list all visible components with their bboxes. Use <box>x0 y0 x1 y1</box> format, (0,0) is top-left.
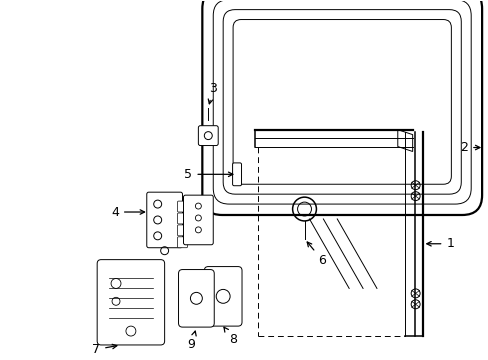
Text: 9: 9 <box>187 331 196 351</box>
FancyBboxPatch shape <box>177 225 187 236</box>
Text: 6: 6 <box>306 242 325 267</box>
Text: 5: 5 <box>184 168 232 181</box>
FancyBboxPatch shape <box>177 201 187 212</box>
Text: 2: 2 <box>459 141 479 154</box>
Text: 3: 3 <box>208 82 217 104</box>
Text: 4: 4 <box>111 206 144 219</box>
FancyBboxPatch shape <box>202 0 481 215</box>
Text: 7: 7 <box>92 343 117 356</box>
Text: 8: 8 <box>224 327 237 346</box>
FancyBboxPatch shape <box>232 163 241 186</box>
FancyBboxPatch shape <box>146 192 182 248</box>
FancyBboxPatch shape <box>178 270 214 327</box>
FancyBboxPatch shape <box>97 260 164 345</box>
FancyBboxPatch shape <box>204 267 242 326</box>
FancyBboxPatch shape <box>177 213 187 224</box>
Text: 1: 1 <box>426 237 453 250</box>
FancyBboxPatch shape <box>183 195 213 245</box>
FancyBboxPatch shape <box>198 126 218 145</box>
FancyBboxPatch shape <box>177 237 187 248</box>
